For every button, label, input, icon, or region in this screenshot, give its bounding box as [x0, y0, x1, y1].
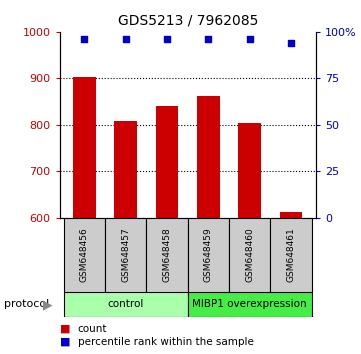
Text: ■: ■	[60, 324, 70, 333]
Point	[82, 36, 87, 42]
Text: GSM648456: GSM648456	[80, 228, 89, 282]
Point	[247, 36, 253, 42]
Bar	[229, 218, 270, 292]
Bar	[188, 292, 312, 317]
Bar	[280, 212, 303, 218]
Text: GSM648457: GSM648457	[121, 228, 130, 282]
Bar	[238, 123, 261, 218]
Bar	[197, 96, 220, 218]
Text: count: count	[78, 324, 107, 333]
Point	[164, 36, 170, 42]
Bar	[64, 292, 188, 317]
Text: GSM648458: GSM648458	[162, 228, 171, 282]
Bar	[146, 218, 188, 292]
Point	[288, 40, 294, 46]
Bar	[270, 218, 312, 292]
Text: ■: ■	[60, 337, 70, 347]
Bar	[105, 218, 146, 292]
Bar	[114, 121, 137, 218]
Text: MIBP1 overexpression: MIBP1 overexpression	[192, 299, 307, 309]
Text: GSM648461: GSM648461	[287, 228, 296, 282]
Text: percentile rank within the sample: percentile rank within the sample	[78, 337, 253, 347]
Bar	[64, 218, 105, 292]
Text: control: control	[108, 299, 144, 309]
Text: ▶: ▶	[43, 298, 53, 311]
Bar	[73, 78, 96, 218]
Bar	[156, 106, 178, 218]
Text: GSM648459: GSM648459	[204, 228, 213, 282]
Point	[205, 36, 211, 42]
Bar	[188, 218, 229, 292]
Title: GDS5213 / 7962085: GDS5213 / 7962085	[118, 14, 258, 28]
Point	[123, 36, 129, 42]
Text: protocol: protocol	[4, 299, 49, 309]
Text: GSM648460: GSM648460	[245, 228, 254, 282]
